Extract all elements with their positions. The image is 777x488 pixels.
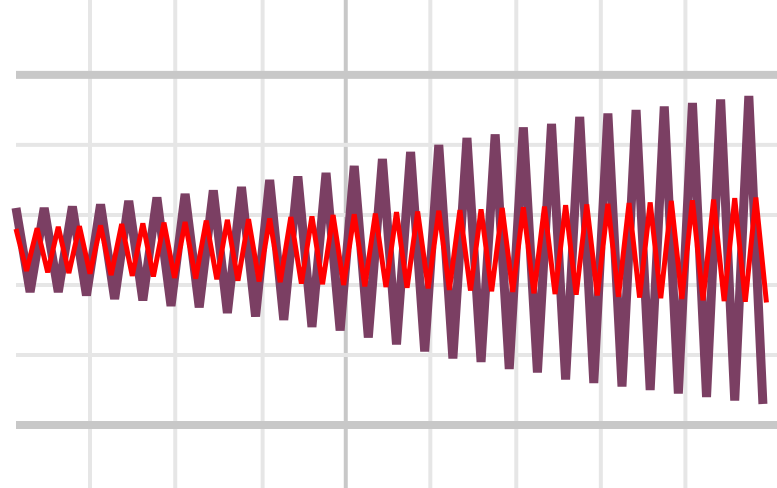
series-line bbox=[13, 197, 769, 303]
